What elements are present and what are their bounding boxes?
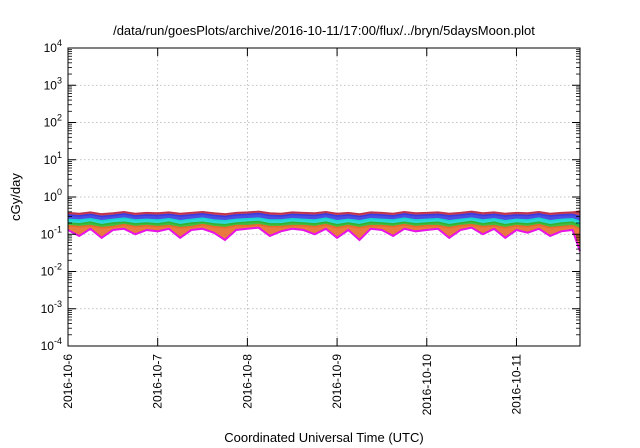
x-tick-label: 2016-10-6 bbox=[61, 354, 75, 409]
y-tick-label: 10-4 bbox=[41, 336, 62, 353]
x-tick-label: 2016-10-7 bbox=[151, 354, 165, 409]
y-tick-label: 100 bbox=[44, 187, 62, 204]
series-line bbox=[67, 220, 581, 227]
chart-title: /data/run/goesPlots/archive/2016-10-11/1… bbox=[113, 23, 535, 38]
y-tick-label: 102 bbox=[44, 113, 62, 130]
y-axis-label: cGy/day bbox=[8, 173, 23, 221]
series-band bbox=[68, 224, 580, 252]
x-tick-label: 2016-10-9 bbox=[330, 354, 344, 409]
y-tick-label: 104 bbox=[44, 38, 62, 55]
y-tick-label: 10-1 bbox=[41, 224, 62, 241]
series-line bbox=[67, 212, 581, 218]
grid bbox=[68, 48, 580, 346]
y-tick-label: 103 bbox=[44, 75, 62, 92]
x-tick-label: 2016-10-8 bbox=[240, 354, 254, 409]
series-band bbox=[68, 213, 580, 222]
x-tick-label: 2016-10-11 bbox=[509, 354, 523, 415]
series-line bbox=[67, 210, 581, 215]
y-tick-label: 10-3 bbox=[41, 299, 62, 316]
x-axis-label: Coordinated Universal Time (UTC) bbox=[224, 430, 423, 445]
series-line bbox=[67, 226, 581, 252]
series-group bbox=[67, 210, 581, 252]
series-line bbox=[67, 217, 581, 223]
y-tick-label: 10-2 bbox=[41, 262, 62, 279]
x-tick-label: 2016-10-10 bbox=[420, 354, 434, 416]
series-line bbox=[67, 223, 581, 230]
y-tick-label: 101 bbox=[44, 150, 62, 167]
